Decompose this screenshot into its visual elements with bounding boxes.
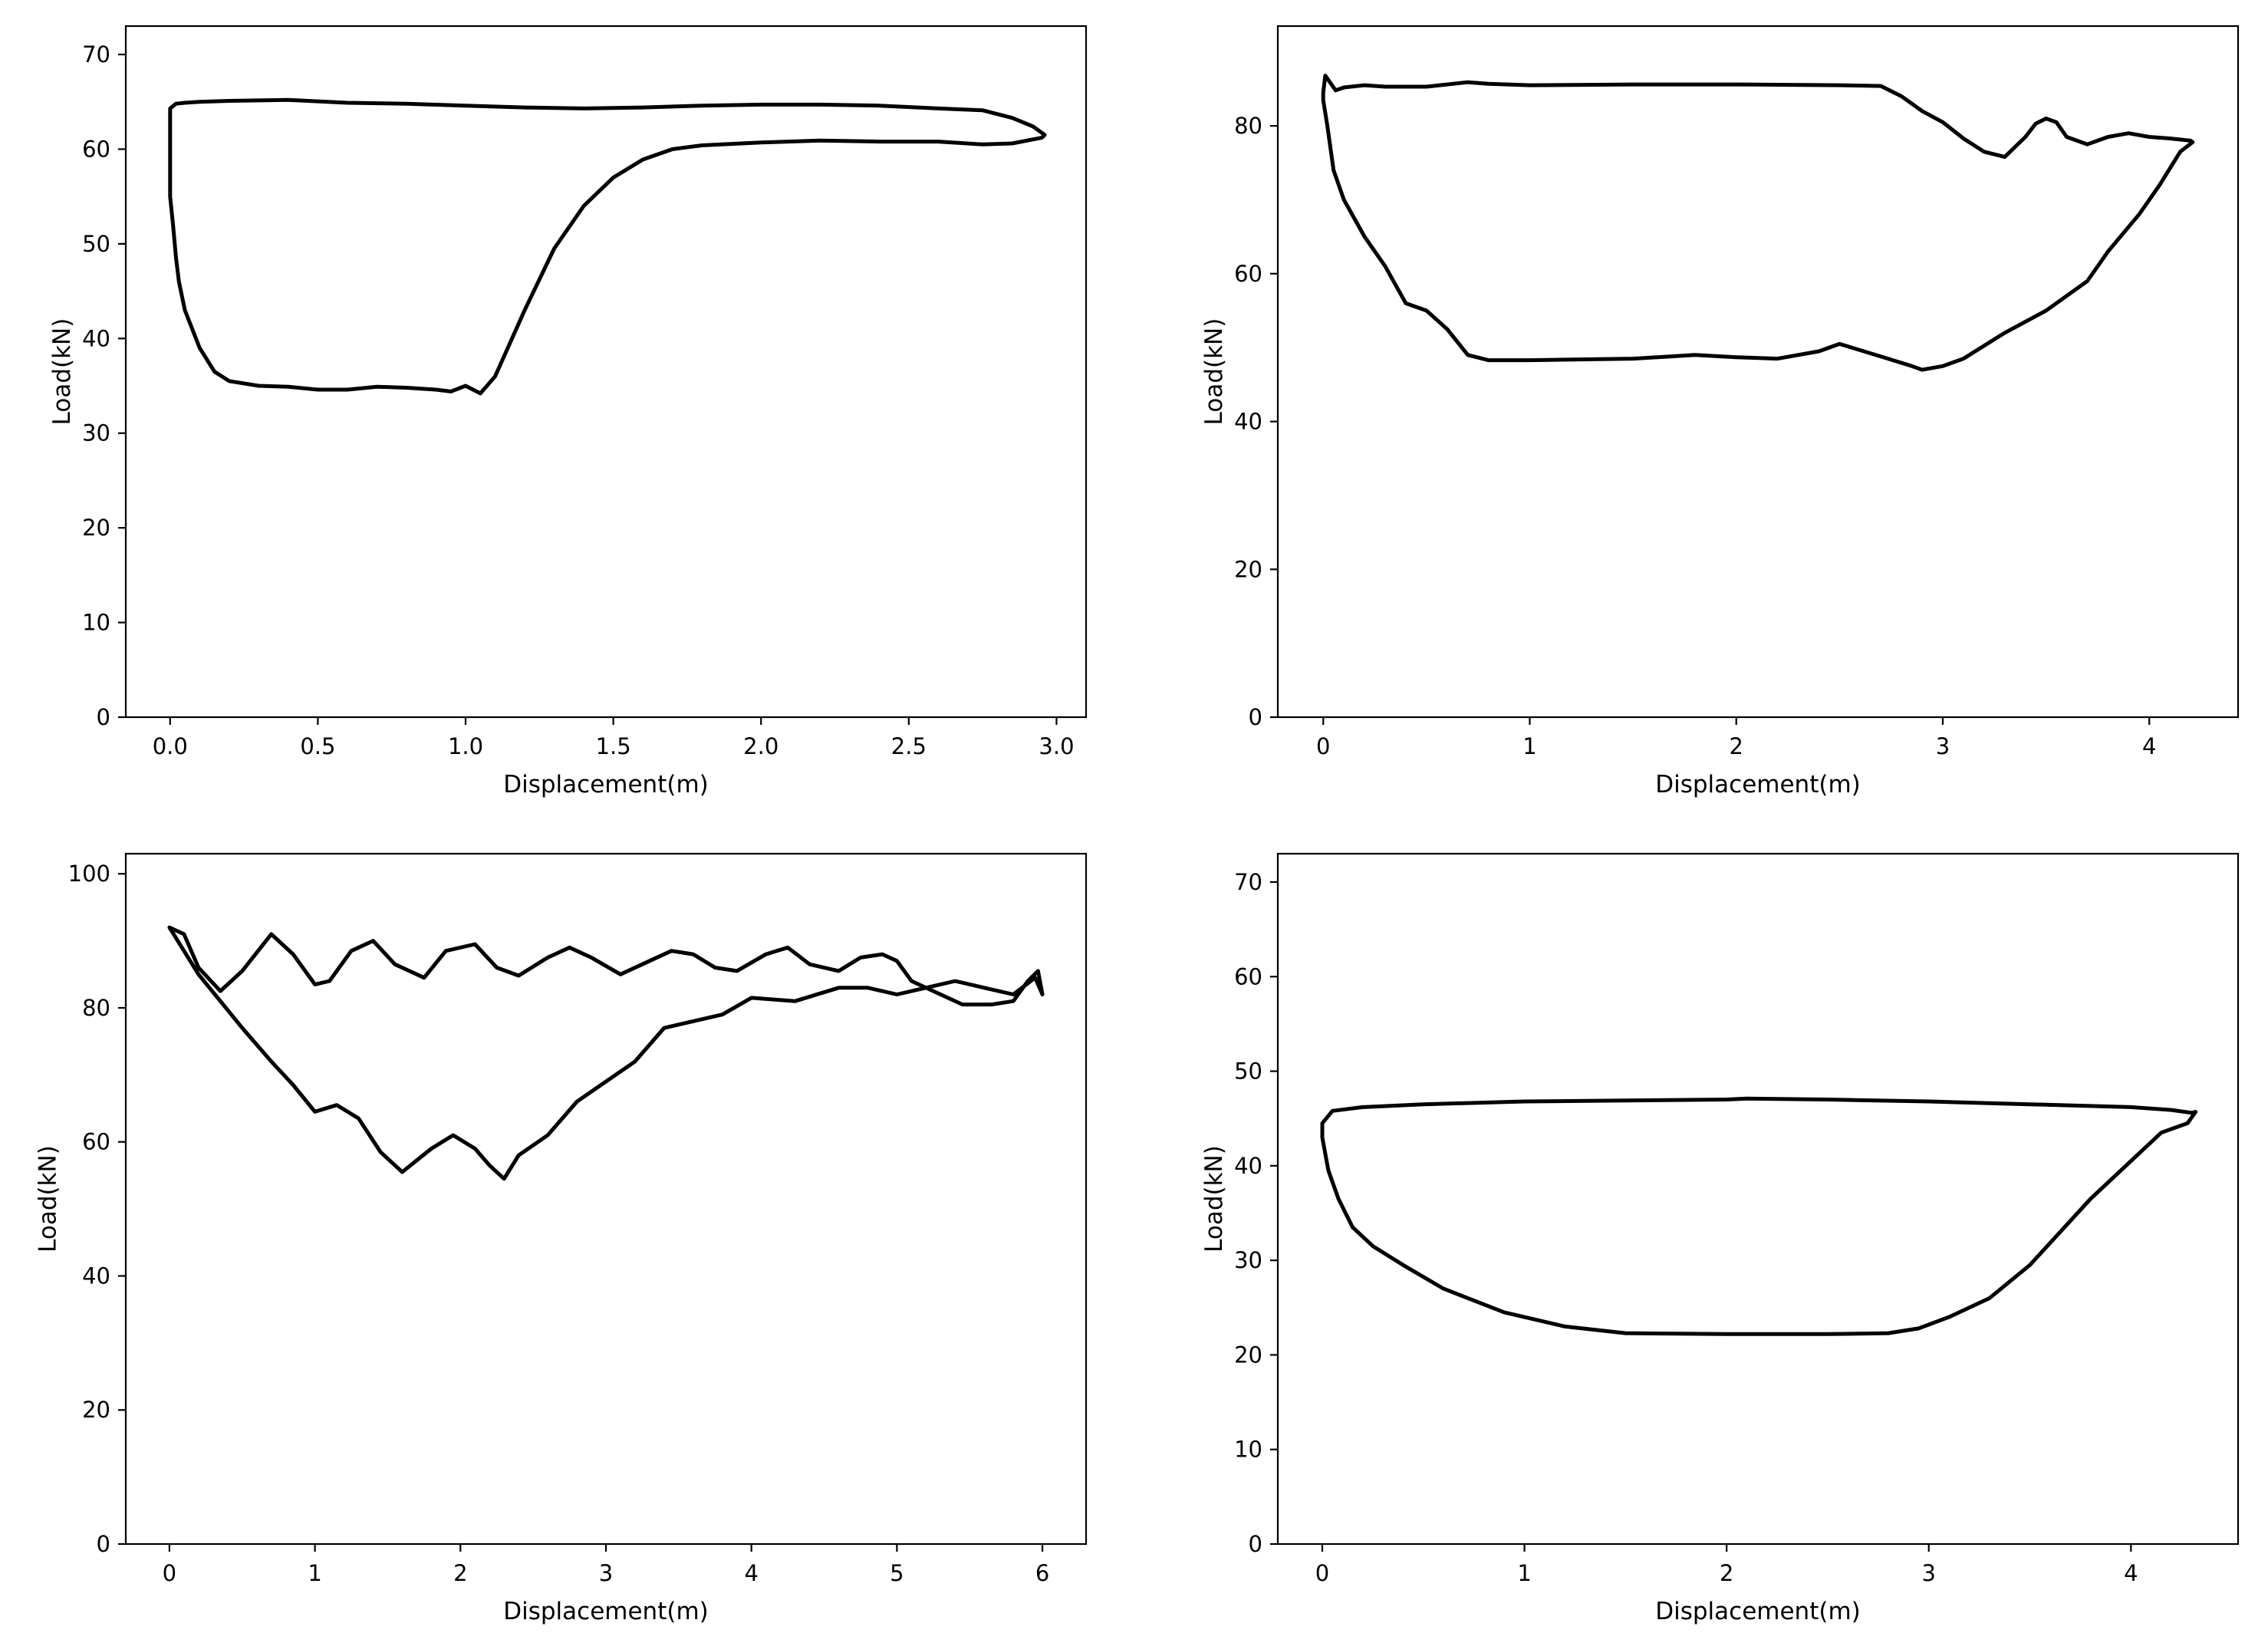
x-tick-label: 0 [163,1560,176,1586]
y-tick-label: 10 [1234,1437,1262,1463]
x-tick-label: 2 [1720,1560,1733,1586]
x-tick-label: 1.5 [596,733,631,759]
x-tick-label: 3 [599,1560,613,1586]
x-axis-label: Displacement(m) [1655,771,1861,798]
subplot-1: 0.0 0.5 1.0 1.5 2.0 2.5 3.0 0 10 20 30 40 50 60 70 Disp… [48,25,1088,798]
y-tick-label: 60 [1234,963,1262,989]
y-axis-label: Load(kN) [1200,318,1228,426]
y-tick-label: 80 [82,995,110,1021]
x-tick-label: 0.0 [153,733,188,759]
x-tick-label: 1 [1522,733,1536,759]
x-tick-label: 6 [1035,1560,1049,1586]
load-displacement-curve-1 [168,97,1047,396]
x-tick-label: 0.5 [300,733,335,759]
y-tick-label: 40 [1234,1153,1262,1179]
y-tick-label: 60 [1234,261,1262,287]
x-tick-label: 0 [1315,1560,1329,1586]
y-tick-label: 10 [82,610,110,636]
x-tick-label: 3 [1936,733,1950,759]
y-tick-label: 60 [82,1129,110,1155]
x-tick-label: 2.5 [891,733,927,759]
y-tick-label: 40 [82,325,110,351]
y-tick-label: 20 [1234,556,1262,582]
x-tick-label: 4 [2124,1560,2138,1586]
x-tick-label: 4 [2142,733,2156,759]
subplot-4: 0 1 2 3 4010203040506070Displacement(m)Load(… [1200,852,2240,1625]
x-axis-label: Displacement(m) [503,771,709,798]
x-tick-label: 1 [308,1560,321,1586]
x-axis-label: Displacement(m) [503,1598,709,1625]
x-axis-label: Displacement(m) [1655,1598,1861,1625]
y-axis-label: Load(kN) [35,1145,62,1253]
x-tick-label: 0 [1316,733,1330,759]
plot-frame [124,25,1088,719]
plot-frame [1276,25,2240,719]
x-tick-label: 5 [890,1560,904,1586]
y-tick-label: 0 [1249,704,1262,730]
x-tick-label: 2 [1730,733,1743,759]
y-tick-label: 20 [82,1397,110,1423]
y-tick-label: 30 [82,420,110,446]
x-tick-label: 2 [453,1560,467,1586]
y-axis-label: Load(kN) [1200,1145,1228,1253]
y-tick-label: 60 [82,136,110,162]
x-tick-label: 3 [1921,1560,1935,1586]
load-displacement-curve-2 [1321,74,2195,372]
x-tick-label: 1.0 [448,733,483,759]
x-tick-label: 4 [744,1560,758,1586]
y-tick-label: 70 [82,41,110,67]
subplot-3: 0 1 2 3 4 5 6020406080100Displacement(m)Load(k… [35,852,1088,1625]
load-displacement-curve-4 [1320,1096,2198,1336]
x-tick-label: 3.0 [1039,733,1074,759]
y-tick-label: 70 [1234,869,1262,895]
y-tick-label: 0 [97,1531,110,1557]
plot-frame [1276,852,2240,1546]
y-tick-label: 50 [1234,1058,1262,1085]
y-tick-label: 0 [97,704,110,730]
y-tick-label: 20 [1234,1342,1262,1368]
y-tick-label: 50 [82,231,110,257]
load-displacement-curve-3 [167,925,1045,1181]
x-tick-label: 2.0 [743,733,778,759]
y-tick-label: 40 [82,1263,110,1289]
y-tick-label: 80 [1234,113,1262,139]
y-tick-label: 100 [68,861,110,887]
y-tick-label: 20 [82,515,110,541]
y-tick-label: 0 [1249,1531,1262,1557]
x-tick-label: 1 [1517,1560,1531,1586]
y-tick-label: 40 [1234,409,1262,435]
y-axis-label: Load(kN) [48,318,76,426]
y-tick-label: 30 [1234,1247,1262,1273]
